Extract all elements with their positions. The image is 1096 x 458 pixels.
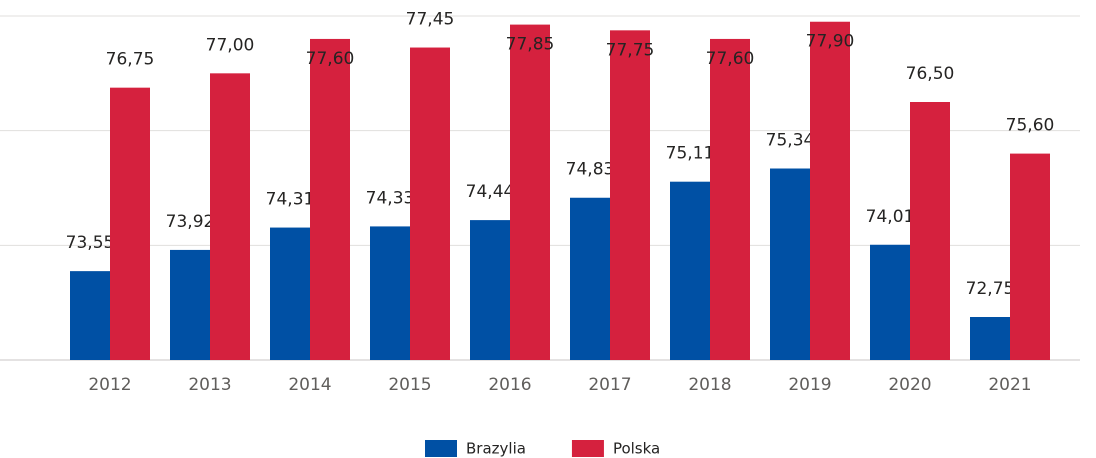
bar bbox=[210, 73, 250, 360]
x-tick-label: 2021 bbox=[988, 375, 1031, 395]
x-tick-label: 2014 bbox=[288, 375, 331, 395]
bar bbox=[470, 220, 510, 360]
data-label: 74,31 bbox=[266, 190, 315, 210]
bar bbox=[270, 227, 310, 360]
bar bbox=[510, 24, 550, 360]
bar bbox=[710, 38, 750, 360]
x-tick-label: 2018 bbox=[688, 375, 731, 395]
legend-swatch bbox=[425, 440, 457, 457]
data-label: 73,55 bbox=[66, 233, 115, 253]
bar bbox=[810, 21, 850, 360]
data-label: 75,34 bbox=[766, 131, 815, 151]
data-label: 76,50 bbox=[906, 64, 955, 84]
x-tick-label: 2020 bbox=[888, 375, 931, 395]
bar bbox=[1010, 153, 1050, 360]
bar bbox=[870, 244, 910, 360]
data-label: 74,83 bbox=[566, 160, 615, 180]
data-label: 77,90 bbox=[806, 32, 855, 52]
x-tick-label: 2015 bbox=[388, 375, 431, 395]
x-tick-label: 2013 bbox=[188, 375, 231, 395]
bar bbox=[770, 168, 810, 360]
legend-swatch bbox=[571, 440, 604, 457]
data-label: 75,11 bbox=[666, 144, 715, 164]
bar bbox=[170, 249, 210, 360]
x-tick-label: 2016 bbox=[488, 375, 531, 395]
data-label: 74,44 bbox=[466, 182, 515, 202]
data-label: 77,60 bbox=[706, 49, 755, 69]
bar bbox=[910, 102, 950, 360]
data-label: 73,92 bbox=[166, 212, 215, 232]
bar bbox=[70, 271, 110, 360]
bar bbox=[110, 87, 150, 361]
data-label: 77,60 bbox=[306, 49, 355, 69]
x-tick-label: 2019 bbox=[788, 375, 831, 395]
data-label: 74,33 bbox=[366, 188, 415, 208]
data-label: 77,45 bbox=[406, 10, 455, 30]
bar bbox=[670, 181, 710, 360]
bar bbox=[410, 47, 450, 361]
data-label: 77,00 bbox=[206, 35, 255, 55]
bar bbox=[570, 197, 610, 360]
data-label: 76,75 bbox=[106, 50, 155, 70]
data-label: 72,75 bbox=[966, 279, 1015, 299]
legend-label: Polska bbox=[613, 440, 660, 458]
data-label: 77,85 bbox=[506, 35, 555, 55]
bar bbox=[610, 30, 650, 360]
bar bbox=[310, 38, 350, 360]
data-label: 75,60 bbox=[1006, 116, 1055, 136]
x-tick-label: 2012 bbox=[88, 375, 131, 395]
bar bbox=[970, 317, 1010, 360]
legend-label: Brazylia bbox=[466, 440, 526, 458]
data-label: 74,01 bbox=[866, 207, 915, 227]
data-label: 77,75 bbox=[606, 40, 655, 60]
x-tick-label: 2017 bbox=[588, 375, 631, 395]
bar bbox=[370, 226, 410, 360]
